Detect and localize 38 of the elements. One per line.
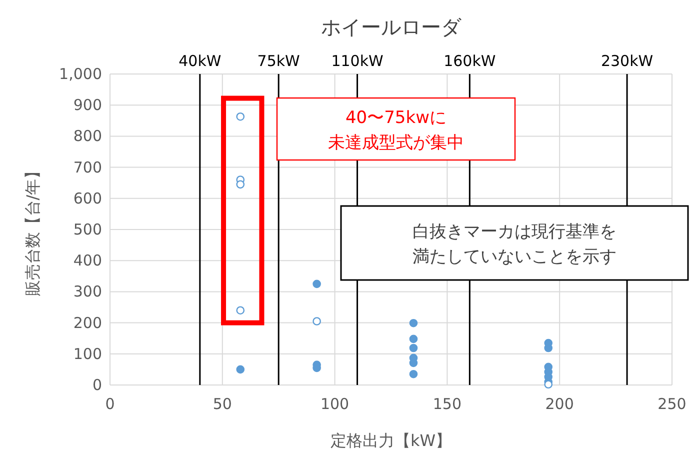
y-tick-label: 200: [73, 314, 102, 332]
chart-title: ホイールローダ: [321, 15, 462, 39]
annotation: 白抜きマーカは現行基準を満たしていないことを示す: [412, 222, 616, 267]
x-tick-label: 150: [432, 395, 462, 413]
ref-line-label: 110kW: [331, 52, 384, 70]
y-tick-label: 1,000: [59, 65, 102, 83]
point: [409, 370, 418, 378]
x-tick-label: 250: [658, 395, 686, 413]
y-tick-label: 900: [73, 96, 102, 114]
point: [236, 306, 245, 315]
point: [312, 317, 321, 326]
point: [409, 334, 418, 344]
y-tick-label: 500: [73, 220, 102, 238]
point: [236, 365, 245, 374]
point: [236, 180, 245, 189]
x-tick-label: 50: [212, 395, 232, 413]
point: [409, 318, 418, 328]
x-tick-label: 200: [545, 395, 574, 413]
ref-line-label: 160kW: [444, 52, 496, 70]
point: [544, 380, 553, 389]
y-tick-label: 0: [92, 376, 102, 394]
x-tick-label: 0: [105, 395, 115, 413]
ref-line-label: 75kW: [257, 52, 300, 70]
x-tick-label: 100: [320, 395, 350, 413]
y-tick-label: 600: [73, 189, 102, 208]
ref-line-label: 230kW: [600, 52, 654, 70]
ref-line-label: 40kW: [178, 52, 222, 70]
annotation: 40〜75kwに未達成型式が集中: [328, 108, 464, 153]
y-tick-label: 100: [73, 344, 102, 363]
y-tick-label: 400: [73, 252, 102, 270]
y-tick-label: 300: [73, 282, 102, 301]
y-axis-title: 販売台数【台/年】: [23, 162, 42, 296]
y-tick-label: 700: [73, 158, 102, 176]
y-tick-label: 800: [73, 127, 102, 146]
point: [409, 344, 418, 352]
point: [312, 280, 321, 288]
x-axis-title: 定格出力【kW】: [330, 431, 452, 450]
point: [236, 112, 245, 121]
